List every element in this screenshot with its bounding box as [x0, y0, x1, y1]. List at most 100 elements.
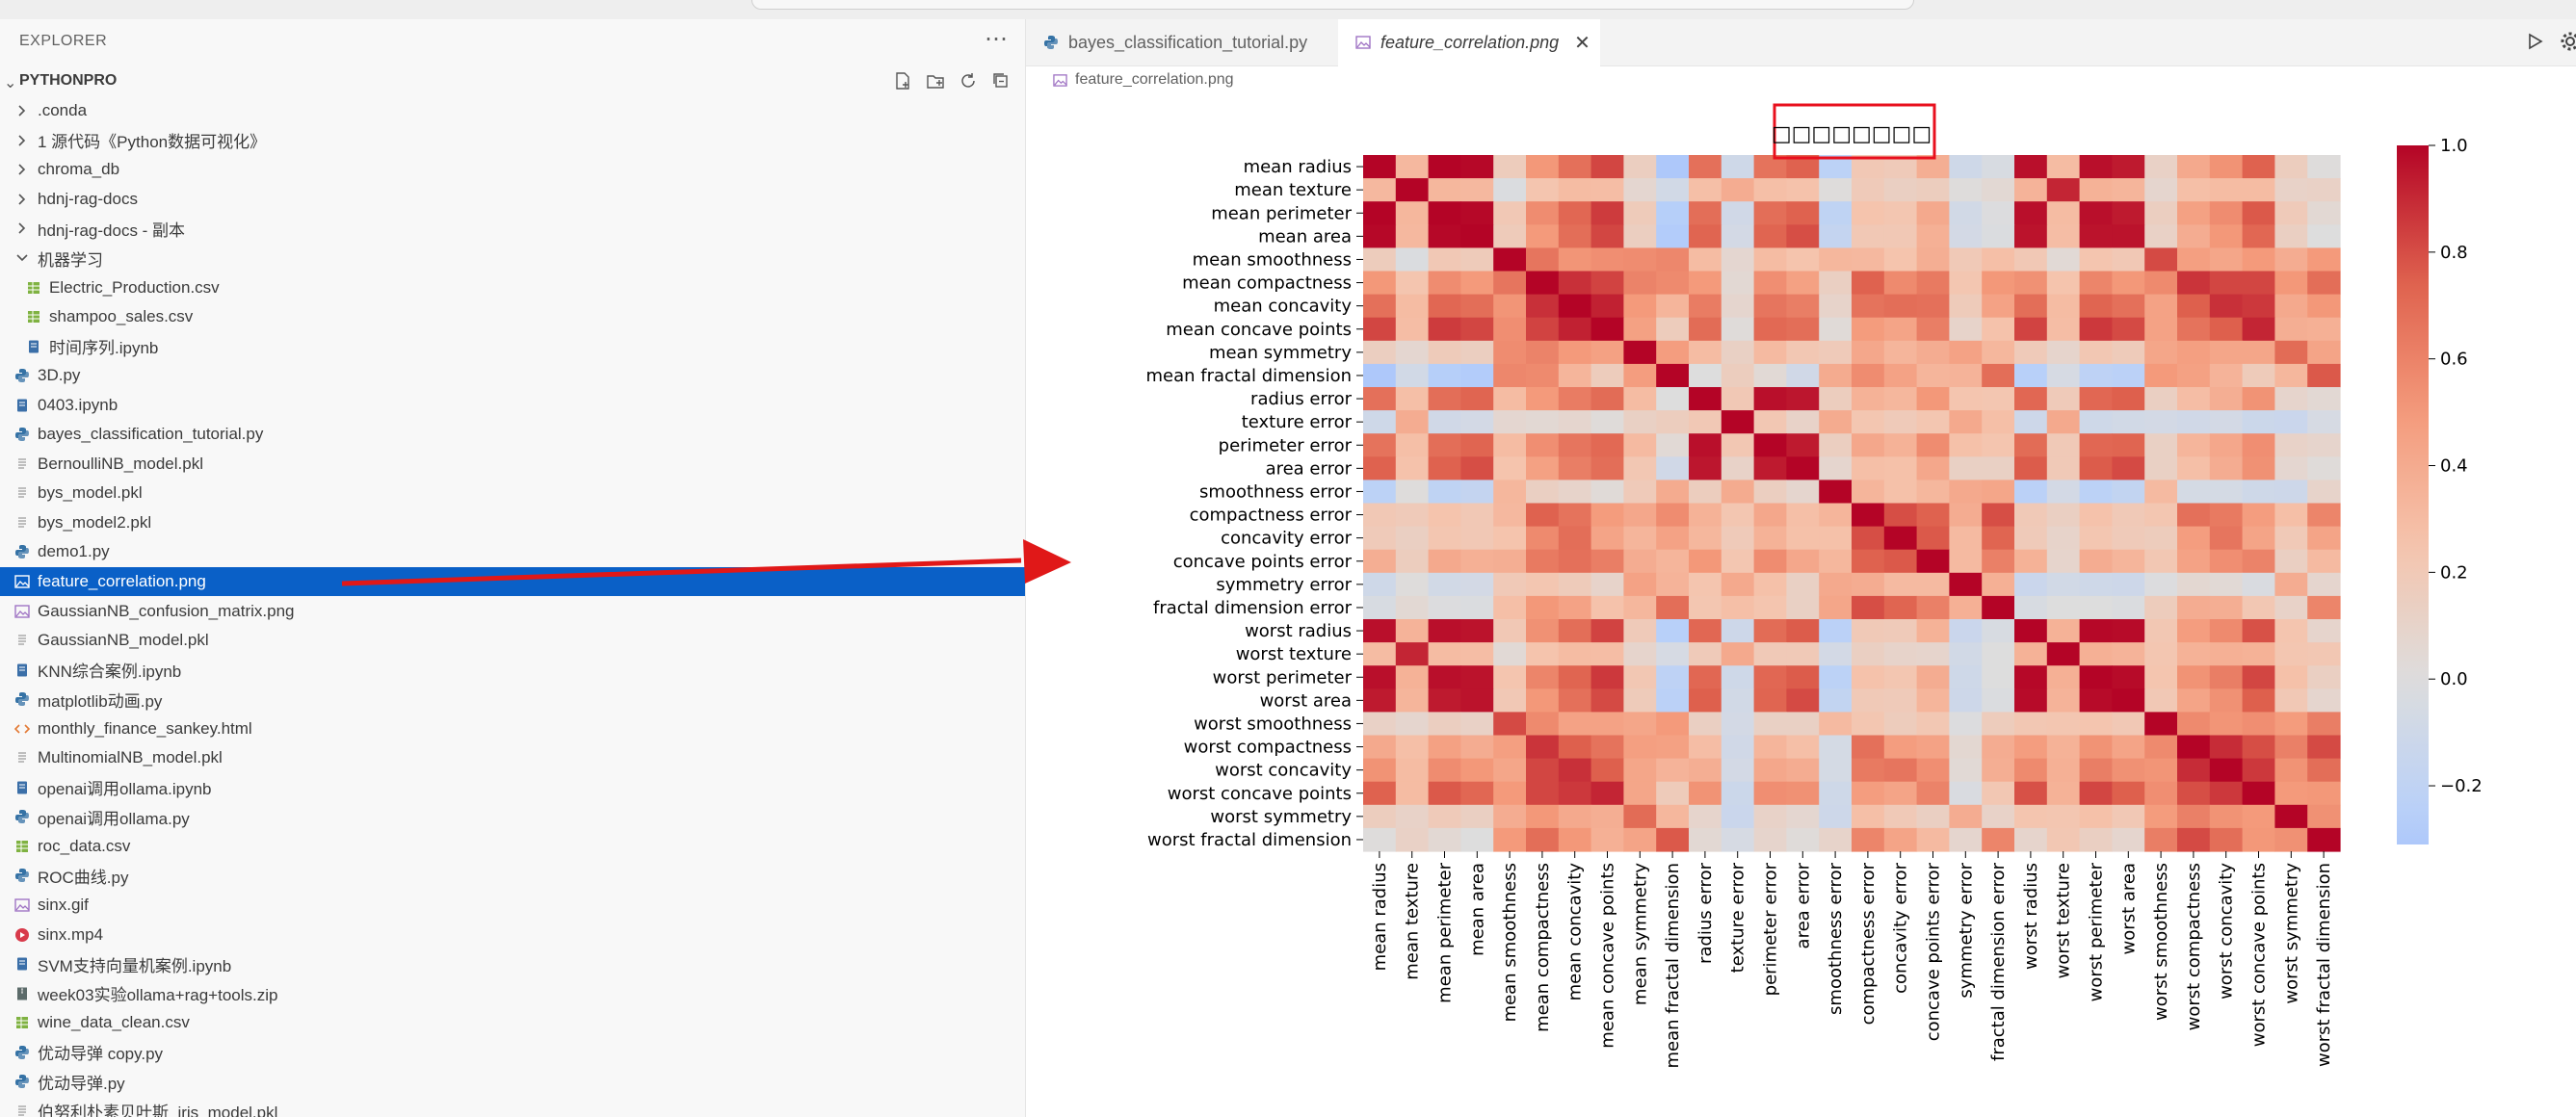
- heatmap-cell: [1916, 224, 1950, 248]
- tree-folder[interactable]: .conda: [0, 96, 1025, 126]
- breadcrumb[interactable]: feature_correlation.png: [1053, 71, 1234, 89]
- heatmap-cell: [2144, 363, 2178, 388]
- tree-file[interactable]: matplotlib动画.py: [0, 685, 1025, 714]
- tree-file[interactable]: 3D.py: [0, 361, 1025, 391]
- tree-file[interactable]: 优动导弹 copy.py: [0, 1038, 1025, 1068]
- project-root-row[interactable]: ⌄ PYTHONPRO: [0, 67, 1025, 96]
- heatmap-cell: [2046, 688, 2081, 713]
- tree-file[interactable]: demo1.py: [0, 537, 1025, 567]
- new-folder-icon[interactable]: [925, 70, 946, 91]
- heatmap-cell: [1460, 410, 1494, 434]
- tree-folder[interactable]: chroma_db: [0, 155, 1025, 185]
- tree-folder[interactable]: 机器学习: [0, 244, 1025, 273]
- heatmap-cell: [2014, 340, 2048, 365]
- heatmap-cell: [2242, 155, 2275, 179]
- heatmap-cell: [2014, 201, 2048, 225]
- play-icon[interactable]: [2525, 32, 2544, 56]
- command-center-search[interactable]: [751, 0, 1914, 10]
- tree-file[interactable]: monthly_finance_sankey.html: [0, 714, 1025, 743]
- tree-file[interactable]: openai调用ollama.py: [0, 802, 1025, 832]
- heatmap-cell: [1526, 247, 1560, 273]
- tree-file[interactable]: Electric_Production.csv: [0, 273, 1025, 302]
- heatmap-cell: [1689, 688, 1722, 713]
- tree-file[interactable]: ROC曲线.py: [0, 861, 1025, 891]
- heatmap-cell: [1753, 317, 1787, 342]
- tree-file[interactable]: SVM支持向量机案例.ipynb: [0, 949, 1025, 979]
- ellipsis-icon[interactable]: ⋯: [985, 26, 1008, 52]
- tree-file[interactable]: week03实验ollama+rag+tools.zip: [0, 978, 1025, 1008]
- heatmap-cell: [1819, 827, 1853, 852]
- tree-file[interactable]: GaussianNB_confusion_matrix.png: [0, 596, 1025, 626]
- new-file-icon[interactable]: [892, 70, 913, 91]
- tree-file[interactable]: BernoulliNB_model.pkl: [0, 450, 1025, 480]
- heatmap-cell: [2079, 549, 2113, 574]
- csv-icon: [25, 279, 42, 297]
- tree-file[interactable]: GaussianNB_model.pkl: [0, 626, 1025, 656]
- heatmap-cell: [2112, 294, 2145, 319]
- refresh-icon[interactable]: [958, 70, 979, 91]
- heatmap-cell: [1916, 433, 1950, 457]
- heatmap-cell: [1689, 456, 1722, 481]
- heatmap-cell: [1363, 387, 1397, 411]
- heatmap-cell: [2046, 758, 2081, 783]
- tree-item-label: 优动导弹.py: [38, 1074, 125, 1093]
- heatmap-cell: [1949, 178, 1983, 202]
- tree-file[interactable]: 优动导弹.py: [0, 1067, 1025, 1097]
- heatmap-cell: [2046, 712, 2081, 737]
- tree-file[interactable]: bys_model.pkl: [0, 479, 1025, 508]
- heatmap-cell: [2112, 271, 2145, 296]
- tree-file[interactable]: feature_correlation.png: [0, 566, 1025, 597]
- heatmap-cell: [1982, 363, 2015, 388]
- heatmap-cell: [1656, 526, 1690, 551]
- heatmap-cell: [2144, 456, 2178, 481]
- collapse-all-icon[interactable]: [990, 70, 1012, 91]
- heatmap-cell: [2177, 735, 2211, 760]
- heatmap-cell: [1949, 456, 1983, 481]
- heatmap-cell: [1395, 340, 1430, 365]
- heatmap-cell: [1493, 317, 1527, 342]
- heatmap-cell: [1558, 178, 1592, 202]
- tree-file[interactable]: 伯努利朴素贝叶斯_iris_model.pkl: [0, 1097, 1025, 1117]
- heatmap-cell: [2274, 712, 2308, 737]
- tree-folder[interactable]: hdnj-rag-docs - 副本: [0, 214, 1025, 244]
- tree-file[interactable]: shampoo_sales.csv: [0, 302, 1025, 332]
- heatmap-cell: [1819, 572, 1853, 597]
- tree-item-label: feature_correlation.png: [38, 572, 206, 591]
- heatmap-cell: [2014, 526, 2048, 551]
- tree-folder[interactable]: 1 源代码《Python数据可视化》: [0, 126, 1025, 156]
- tree-file[interactable]: roc_data.csv: [0, 832, 1025, 862]
- heatmap-cell: [2177, 480, 2211, 505]
- heatmap-cell: [1363, 317, 1397, 342]
- heatmap-cell: [1852, 363, 1885, 388]
- tree-file[interactable]: KNN综合案例.ipynb: [0, 655, 1025, 685]
- tree-item-label: roc_data.csv: [38, 836, 131, 855]
- tree-file[interactable]: bayes_classification_tutorial.py: [0, 420, 1025, 450]
- heatmap-cell: [2079, 317, 2113, 342]
- heatmap-cell: [1753, 410, 1787, 434]
- tab-feature-correlation[interactable]: feature_correlation.png ✕: [1338, 19, 1600, 66]
- tree-file[interactable]: MultinomialNB_model.pkl: [0, 743, 1025, 773]
- tree-file[interactable]: sinx.gif: [0, 891, 1025, 921]
- tree-file[interactable]: 时间序列.ipynb: [0, 331, 1025, 361]
- tree-file[interactable]: openai调用ollama.ipynb: [0, 773, 1025, 803]
- close-icon[interactable]: ✕: [1574, 32, 1590, 54]
- tab-bayes-classification-tutorial[interactable]: bayes_classification_tutorial.py: [1026, 19, 1334, 65]
- heatmap-cell: [1689, 712, 1722, 737]
- tree-folder[interactable]: hdnj-rag-docs: [0, 185, 1025, 215]
- heatmap-cell: [1526, 804, 1560, 829]
- heatmap-cell: [1819, 224, 1853, 248]
- x-tick-label: mean area: [1467, 863, 1487, 956]
- heatmap-cell: [2242, 317, 2275, 342]
- heatmap-cell: [1558, 642, 1592, 666]
- heatmap-cell: [2209, 827, 2244, 852]
- settings-icon[interactable]: [2560, 31, 2576, 57]
- tree-file[interactable]: sinx.mp4: [0, 920, 1025, 949]
- tree-file[interactable]: 0403.ipynb: [0, 390, 1025, 420]
- heatmap-cell: [1460, 526, 1494, 551]
- heatmap-cell: [2079, 781, 2113, 806]
- heatmap-cell: [1689, 433, 1722, 457]
- project-name: PYTHONPRO: [19, 72, 118, 89]
- tree-file[interactable]: bys_model2.pkl: [0, 508, 1025, 538]
- tree-item-label: Electric_Production.csv: [49, 277, 220, 297]
- tree-file[interactable]: wine_data_clean.csv: [0, 1008, 1025, 1038]
